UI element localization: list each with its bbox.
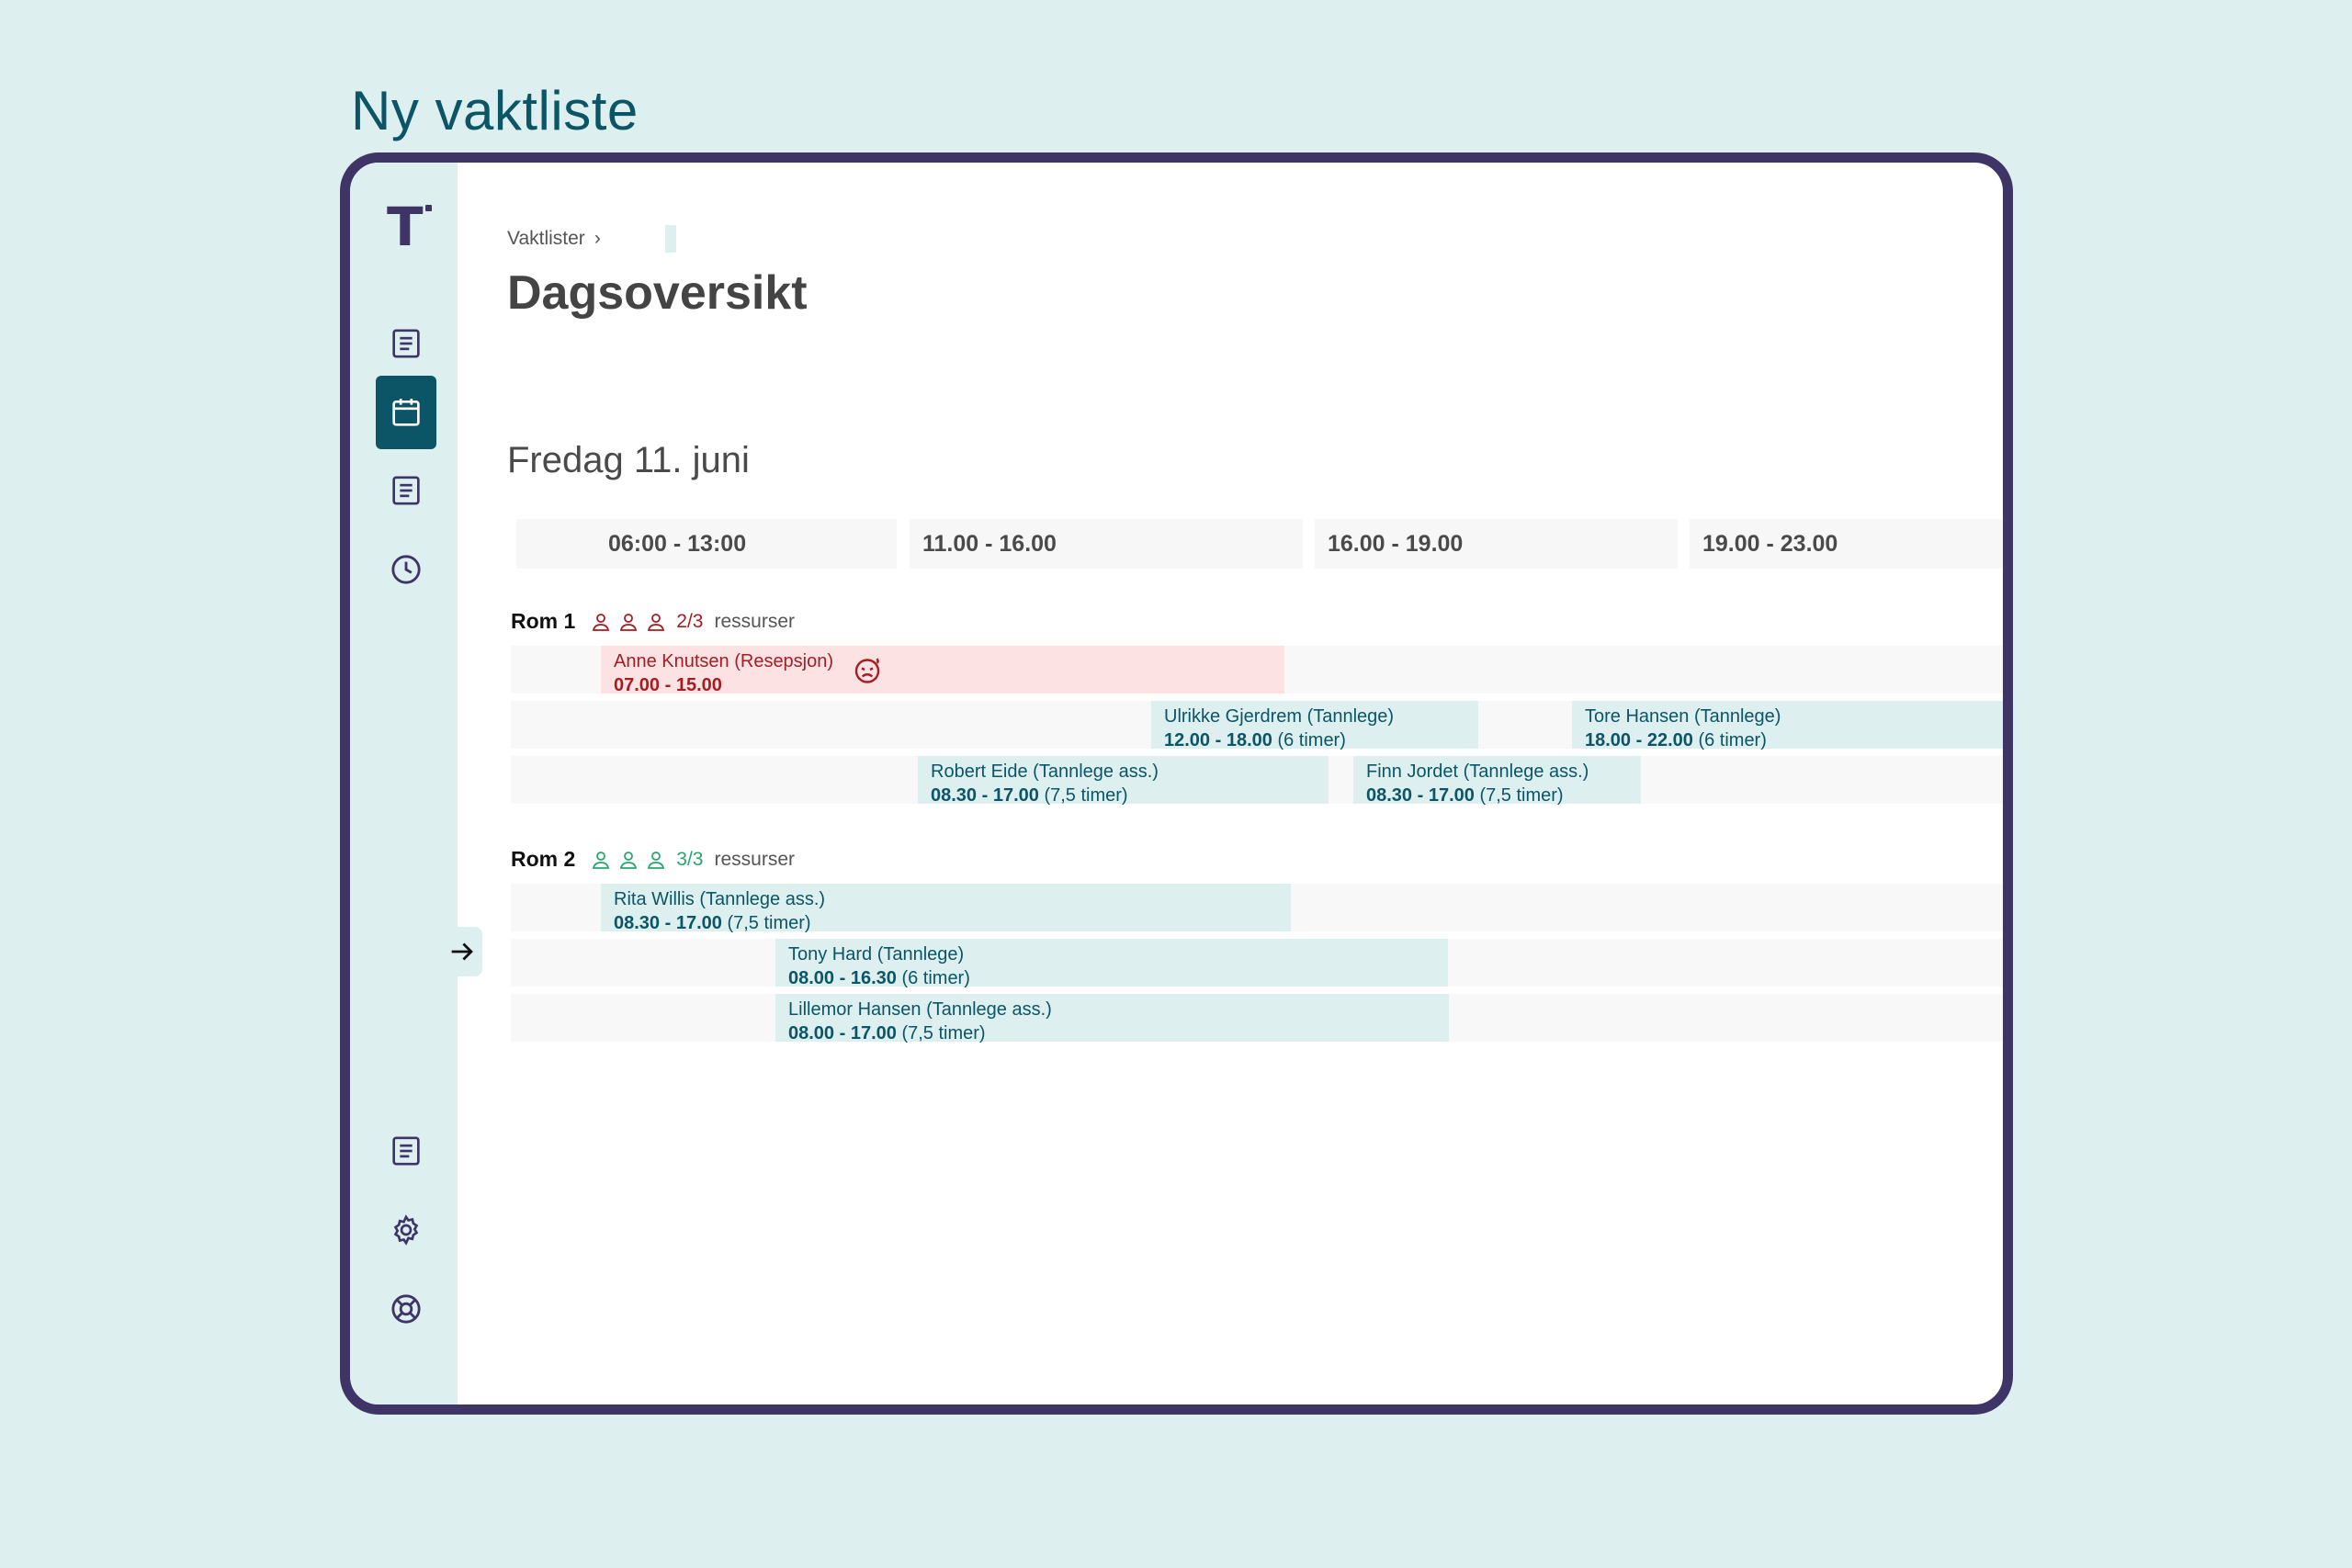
sick-face-icon xyxy=(854,658,880,683)
nav-time[interactable] xyxy=(376,533,436,606)
shift-person: Tore Hansen (Tannlege) xyxy=(1585,706,1781,727)
shift-person: Tony Hard (Tannlege) xyxy=(788,944,965,964)
document-icon xyxy=(392,329,420,358)
shift-hours: (6 timer) xyxy=(1277,730,1346,750)
room-name: Rom 2 xyxy=(511,847,576,871)
shift-time: 08.00 - 16.30 xyxy=(788,968,897,988)
resource-count: 2/3 xyxy=(676,610,704,632)
shift-person: Lillemor Hansen (Tannlege ass.) xyxy=(788,999,1052,1020)
shift-row: Anne Knutsen (Resepsjon) 07.00 - 15.00 xyxy=(511,646,2003,695)
logo-letter: T xyxy=(387,196,424,258)
shift-block[interactable]: Tore Hansen (Tannlege) 18.00 - 22.00 (6 … xyxy=(1572,701,2003,750)
nav-help[interactable] xyxy=(376,1272,436,1346)
person-icon xyxy=(648,851,665,869)
nav-documents[interactable] xyxy=(376,307,436,380)
shift-time: 08.00 - 17.00 xyxy=(788,1023,897,1043)
shift-time: 08.30 - 17.00 xyxy=(1366,785,1475,806)
gear-icon xyxy=(393,1214,419,1246)
shift-person: Anne Knutsen (Resepsjon) xyxy=(614,651,834,671)
room-label: Rom 1 2/3 ressurser xyxy=(511,609,795,634)
shift-time: 12.00 - 18.00 xyxy=(1164,730,1272,750)
person-icon xyxy=(593,851,610,869)
expand-sidebar-button[interactable] xyxy=(442,927,482,976)
document-icon xyxy=(392,476,420,505)
breadcrumb: Vaktlister › xyxy=(507,225,676,253)
document-icon xyxy=(392,1136,420,1166)
logo-dot xyxy=(425,205,432,211)
shift-time: 07.00 - 15.00 xyxy=(614,675,722,695)
shift-row: Robert Eide (Tannlege ass.) 08.30 - 17.0… xyxy=(511,756,2003,806)
shift-time: 18.00 - 22.00 xyxy=(1585,730,1693,750)
shift-person: Finn Jordet (Tannlege ass.) xyxy=(1366,761,1589,782)
shift-time: 08.30 - 17.00 xyxy=(931,785,1039,806)
shift-hours: (7,5 timer) xyxy=(1044,785,1128,806)
nav-notes[interactable] xyxy=(376,1114,436,1188)
breadcrumb-current xyxy=(664,225,676,253)
resource-count: 3/3 xyxy=(676,848,704,870)
shift-hours: (6 timer) xyxy=(901,968,970,988)
shift-block[interactable]: Tony Hard (Tannlege) 08.00 - 16.30 (6 ti… xyxy=(775,939,1448,988)
date-heading: Fredag 11. juni xyxy=(507,440,750,480)
shift-person: Rita Willis (Tannlege ass.) xyxy=(614,889,826,909)
shift-row: Ulrikke Gjerdrem (Tannlege) 12.00 - 18.0… xyxy=(511,701,2003,750)
room-name: Rom 1 xyxy=(511,609,576,633)
resource-label: ressurser xyxy=(714,610,796,632)
page-title: Dagsoversikt xyxy=(507,266,808,320)
shift-person: Ulrikke Gjerdrem (Tannlege) xyxy=(1164,706,1395,727)
person-icon xyxy=(620,613,638,631)
calendar-icon xyxy=(392,399,420,426)
page-heading: Ny vaktliste xyxy=(351,80,639,141)
main-content: Vaktlister › Dagsoversikt Fredag 11. jun… xyxy=(458,163,2003,1404)
shift-row: Rita Willis (Tannlege ass.) 08.30 - 17.0… xyxy=(511,884,2003,933)
shift-hours: (7,5 timer) xyxy=(901,1023,986,1043)
app-logo[interactable]: T xyxy=(387,199,442,254)
nav-reports[interactable] xyxy=(376,454,436,527)
time-slot-header: 16.00 - 19.00 xyxy=(1315,519,1678,569)
time-slot-header: 11.00 - 16.00 xyxy=(910,519,1303,569)
breadcrumb-parent[interactable]: Vaktlister xyxy=(507,228,585,249)
breadcrumb-separator: › xyxy=(594,228,601,249)
time-slot-header: 19.00 - 23.00 xyxy=(1690,519,2003,569)
shift-block[interactable]: Lillemor Hansen (Tannlege ass.) 08.00 - … xyxy=(775,994,1449,1043)
shift-block-absent[interactable]: Anne Knutsen (Resepsjon) 07.00 - 15.00 xyxy=(601,646,1284,695)
room-label: Rom 2 3/3 ressurser xyxy=(511,847,795,872)
shift-block[interactable]: Rita Willis (Tannlege ass.) 08.30 - 17.0… xyxy=(601,884,1291,933)
shift-block[interactable]: Ulrikke Gjerdrem (Tannlege) 12.00 - 18.0… xyxy=(1151,701,1478,750)
app-window: T Vaktlister › xyxy=(340,152,2013,1415)
nav-calendar[interactable] xyxy=(376,376,436,449)
time-slot-header: 06:00 - 13:00 xyxy=(516,519,897,569)
shift-person: Robert Eide (Tannlege ass.) xyxy=(931,761,1159,782)
arrow-right-icon xyxy=(451,942,473,961)
resource-label: ressurser xyxy=(714,848,796,870)
person-icon xyxy=(593,613,610,631)
sidebar: T xyxy=(350,163,458,1404)
shift-time: 08.30 - 17.00 xyxy=(614,913,722,933)
shift-hours: (6 timer) xyxy=(1698,730,1767,750)
shift-hours: (7,5 timer) xyxy=(1479,785,1564,806)
shift-block[interactable]: Finn Jordet (Tannlege ass.) 08.30 - 17.0… xyxy=(1353,756,1641,806)
shift-row: Tony Hard (Tannlege) 08.00 - 16.30 (6 ti… xyxy=(511,939,2003,988)
person-icon xyxy=(620,851,638,869)
person-icon xyxy=(648,613,665,631)
lifebuoy-icon xyxy=(391,1294,421,1324)
shift-hours: (7,5 timer) xyxy=(727,913,811,933)
clock-icon xyxy=(391,555,421,584)
shift-block[interactable]: Robert Eide (Tannlege ass.) 08.30 - 17.0… xyxy=(918,756,1329,806)
nav-settings[interactable] xyxy=(376,1193,436,1267)
shift-row: Lillemor Hansen (Tannlege ass.) 08.00 - … xyxy=(511,994,2003,1043)
